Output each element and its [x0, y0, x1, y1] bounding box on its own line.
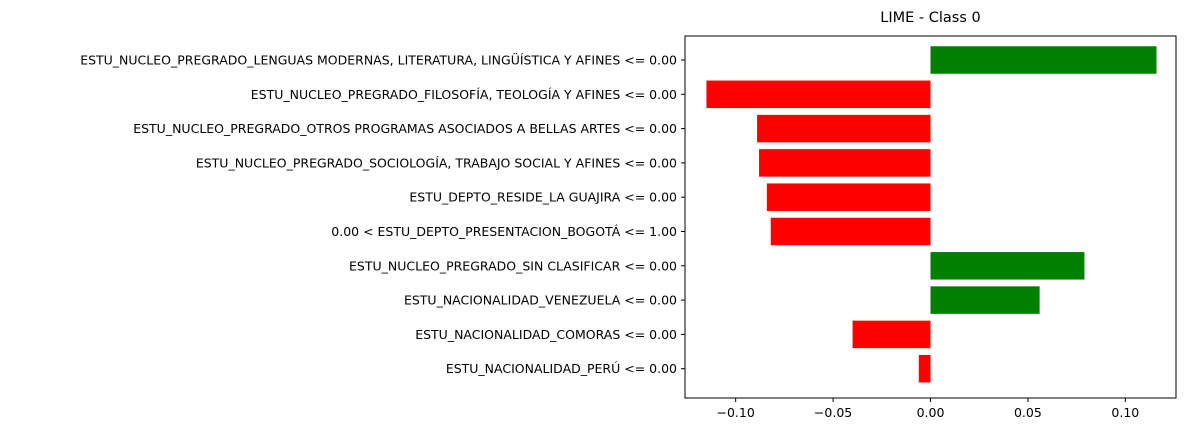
x-tick-label: −0.05 [814, 405, 852, 420]
bar-6 [930, 252, 1085, 280]
y-tick-label: ESTU_NACIONALIDAD_PERÚ <= 0.00 [446, 361, 677, 376]
x-ticks: −0.10 −0.05 0.00 0.05 0.10 [717, 398, 1139, 420]
bar-3 [759, 149, 931, 177]
bar-4 [766, 183, 931, 211]
y-tick-label: ESTU_NUCLEO_PREGRADO_LENGUAS MODERNAS, L… [80, 52, 677, 68]
axes-frame [684, 35, 1177, 399]
y-tick-label: ESTU_NACIONALIDAD_COMORAS <= 0.00 [415, 327, 677, 342]
bar-7 [930, 286, 1040, 314]
bar-9 [918, 354, 931, 383]
x-tick-label: 0.00 [917, 405, 945, 420]
bar-8 [852, 320, 931, 349]
y-tick-marks [681, 59, 685, 370]
bar-1 [706, 80, 931, 109]
bar-0 [930, 46, 1157, 74]
x-tick-label: 0.05 [1014, 405, 1042, 420]
y-tick-labels: ESTU_NUCLEO_PREGRADO_LENGUAS MODERNAS, L… [80, 52, 677, 377]
bar-2 [757, 114, 931, 143]
bar-5 [770, 217, 931, 246]
y-tick-label: ESTU_NUCLEO_PREGRADO_OTROS PROGRAMAS ASO… [133, 121, 677, 136]
y-tick-label: ESTU_DEPTO_RESIDE_LA GUAJIRA <= 0.00 [409, 190, 677, 205]
x-tick-label: −0.10 [717, 405, 755, 420]
y-tick-label: ESTU_NUCLEO_PREGRADO_SOCIOLOGÍA, TRABAJO… [196, 155, 677, 170]
y-tick-label: 0.00 < ESTU_DEPTO_PRESENTACION_BOGOTÁ <=… [331, 224, 677, 239]
chart-title: LIME - Class 0 [880, 10, 980, 26]
bars-group [706, 46, 1157, 383]
y-tick-label: ESTU_NUCLEO_PREGRADO_FILOSOFÍA, TEOLOGÍA… [251, 87, 677, 102]
y-tick-label: ESTU_NUCLEO_PREGRADO_SIN CLASIFICAR <= 0… [349, 258, 677, 273]
x-tick-label: 0.10 [1111, 405, 1139, 420]
y-tick-label: ESTU_NACIONALIDAD_VENEZUELA <= 0.00 [404, 293, 677, 308]
